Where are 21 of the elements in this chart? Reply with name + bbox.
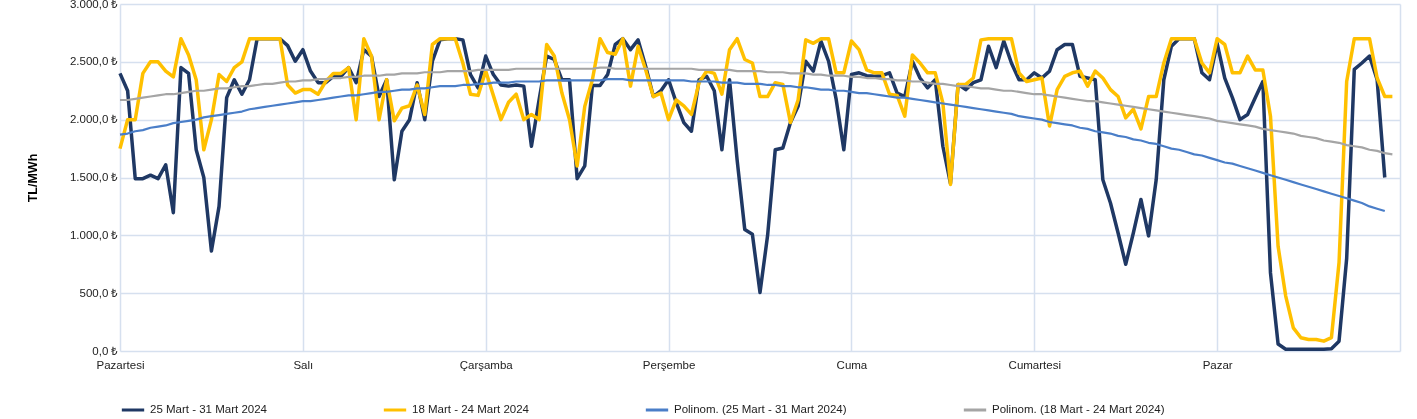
legend-label: 18 Mart - 24 Mart 2024 bbox=[412, 403, 530, 415]
x-tick-label: Perşembe bbox=[642, 358, 696, 371]
line-series bbox=[118, 78, 1386, 213]
y-axis-title: TL/MWh bbox=[25, 153, 40, 203]
y-tick-label: 1.000,0 ₺ bbox=[69, 228, 119, 241]
line-series bbox=[118, 66, 1394, 156]
x-tick-label: Cumartesi bbox=[1008, 358, 1061, 371]
y-tick-label: 1.500,0 ₺ bbox=[69, 171, 119, 183]
y-tick-label: 0,0 ₺ bbox=[92, 344, 119, 357]
legend-label: Polinom. (25 Mart - 31 Mart 2024) bbox=[674, 403, 847, 415]
legend-label: Polinom. (18 Mart - 24 Mart 2024) bbox=[992, 403, 1165, 415]
x-tick-label: Cuma bbox=[836, 358, 868, 371]
y-tick-label: 500,0 ₺ bbox=[79, 286, 119, 299]
x-tick-label: Çarşamba bbox=[459, 358, 514, 371]
x-tick-label: Salı bbox=[293, 358, 314, 371]
y-tick-label: 2.500,0 ₺ bbox=[69, 55, 119, 68]
x-tick-label: Pazar bbox=[1202, 358, 1233, 371]
y-tick-label: 3.000,0 ₺ bbox=[69, 0, 119, 10]
x-tick-label: Pazartesi bbox=[96, 358, 145, 371]
legend-label: 25 Mart - 31 Mart 2024 bbox=[150, 403, 268, 415]
y-tick-label: 2.000,0 ₺ bbox=[69, 113, 119, 126]
